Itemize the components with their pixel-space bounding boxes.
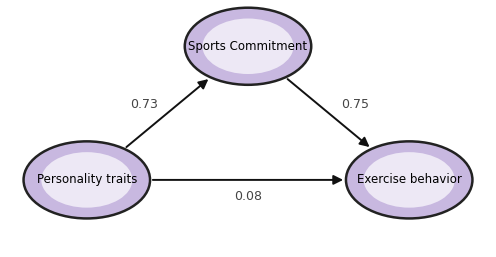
Ellipse shape — [202, 19, 294, 74]
Ellipse shape — [185, 8, 311, 85]
Text: 0.08: 0.08 — [234, 190, 262, 203]
Text: 0.75: 0.75 — [341, 98, 369, 111]
Text: Personality traits: Personality traits — [37, 173, 137, 186]
Ellipse shape — [346, 141, 472, 218]
Ellipse shape — [23, 141, 150, 218]
Ellipse shape — [364, 152, 455, 208]
Ellipse shape — [41, 152, 132, 208]
Text: 0.73: 0.73 — [130, 98, 158, 111]
Text: Exercise behavior: Exercise behavior — [357, 173, 462, 186]
Text: Sports Commitment: Sports Commitment — [188, 40, 308, 53]
